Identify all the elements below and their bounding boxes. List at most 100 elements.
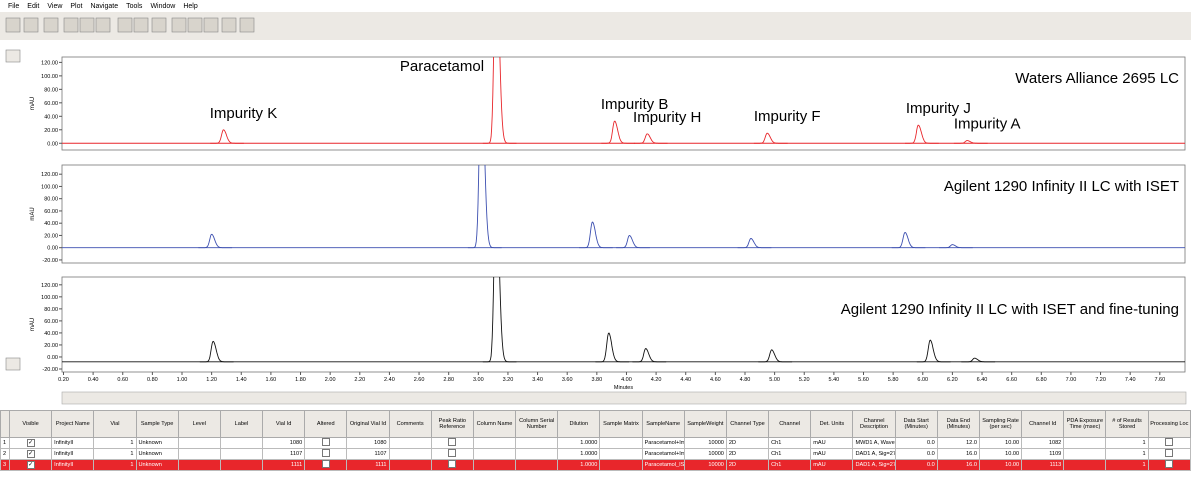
peak: [961, 357, 996, 363]
cell: 1080: [262, 437, 306, 449]
peak: [199, 340, 234, 363]
peak-label: Impurity H: [633, 109, 701, 126]
x-tick-label: 2.40: [384, 377, 395, 383]
tool-button[interactable]: [203, 17, 219, 33]
tool-button[interactable]: [117, 17, 133, 33]
x-tick-label: 5.80: [888, 377, 899, 383]
cell: [177, 448, 221, 460]
tool-button[interactable]: [5, 17, 21, 33]
peak-label: Paracetamol: [400, 58, 484, 75]
x-tick-label: 2.60: [414, 377, 425, 383]
cell: Paracetamol_ISET_FT2: [641, 459, 685, 471]
tool-button[interactable]: [171, 17, 187, 33]
cell: 1111: [262, 459, 306, 471]
panel-frame: [61, 164, 1186, 264]
menu-item[interactable]: File: [8, 2, 20, 10]
y-tick-label: -20.00: [42, 258, 58, 264]
tool-button[interactable]: [187, 17, 203, 33]
x-tick-label: 6.20: [947, 377, 958, 383]
x-tick-label: 0.40: [88, 377, 99, 383]
x-tick-label: 5.00: [769, 377, 780, 383]
checkbox[interactable]: [448, 449, 457, 457]
checkbox[interactable]: [448, 460, 457, 468]
tool-button[interactable]: [221, 17, 237, 33]
peak: [198, 233, 233, 249]
tool-button[interactable]: [43, 17, 59, 33]
x-tick-label: 6.60: [1006, 377, 1017, 383]
cell: [472, 448, 517, 460]
column-header: Altered: [304, 410, 348, 438]
y-tick-label: -20.00: [42, 367, 58, 373]
checkbox[interactable]: ✓: [26, 461, 35, 469]
checkbox-cell: [304, 459, 348, 471]
y-tick-label: 120.00: [41, 172, 58, 178]
menu-item[interactable]: Help: [183, 2, 198, 10]
y-tick-label: 40.00: [44, 221, 58, 227]
cell: 10.00: [978, 448, 1023, 460]
table-row[interactable]: 3 ✓ InfinityII 1 Unknown 1111 1111 1.0000 Parace…: [0, 459, 1191, 471]
peak: [753, 132, 788, 144]
tool-button[interactable]: [79, 17, 95, 33]
checkbox[interactable]: [1165, 460, 1174, 468]
cell: MWD1 A, Wavelength=270 nm: [852, 437, 896, 449]
column-header: # of Results Stored: [1105, 410, 1149, 438]
table-row[interactable]: 1 ✓ InfinityII 1 Unknown 1080 1080 1.0000 Parace…: [0, 437, 1191, 449]
row-header-icon: [0, 410, 10, 438]
checkbox[interactable]: ✓: [26, 439, 35, 447]
x-tick-label: 5.40: [829, 377, 840, 383]
cell: [515, 459, 559, 471]
cell: [472, 437, 517, 449]
checkbox-cell: [430, 437, 474, 449]
cell: [177, 437, 221, 449]
checkbox[interactable]: [321, 449, 330, 457]
x-tick-label: 3.00: [473, 377, 484, 383]
y-tick-label: 120.00: [41, 60, 58, 66]
menu-item[interactable]: Plot: [70, 2, 83, 10]
tool-button[interactable]: [23, 17, 39, 33]
scroll-up[interactable]: [5, 49, 21, 63]
checkbox[interactable]: [321, 438, 330, 446]
x-tick-label: 5.60: [858, 377, 869, 383]
x-tick-label: 0.80: [147, 377, 158, 383]
y-tick-label: 80.00: [44, 307, 58, 313]
scroll-down[interactable]: [5, 357, 21, 371]
column-header: SampleName: [641, 410, 685, 438]
tool-button[interactable]: [95, 17, 111, 33]
peak-label: Impurity B: [601, 96, 669, 113]
peak: [601, 120, 636, 144]
cell: [1063, 459, 1107, 471]
checkbox-cell: [1147, 448, 1191, 460]
column-header: SampleWeight: [683, 410, 727, 438]
tool-button[interactable]: [63, 17, 79, 33]
cell: 2D: [725, 448, 770, 460]
menu-item[interactable]: Navigate: [90, 2, 119, 10]
tool-button[interactable]: [133, 17, 149, 33]
tool-button[interactable]: [151, 17, 167, 33]
checkbox[interactable]: [1165, 438, 1174, 446]
menu-item[interactable]: View: [47, 2, 63, 10]
table-row[interactable]: 2 ✓ InfinityII 1 Unknown 1107 1107 1.0000 Parace…: [0, 448, 1191, 460]
cell: Paracetamol+Impurities 1:500: [641, 448, 685, 460]
menu-item[interactable]: Tools: [126, 2, 143, 10]
menu-item[interactable]: Window: [150, 2, 176, 10]
x-tick-label: 4.80: [740, 377, 751, 383]
checkbox[interactable]: [1165, 449, 1174, 457]
x-tick-label: 4.40: [680, 377, 691, 383]
checkbox[interactable]: ✓: [26, 450, 35, 458]
y-tick-label: 0.00: [47, 355, 58, 361]
y-axis-label: mAU: [30, 207, 36, 220]
cell: 10000: [683, 459, 727, 471]
menu-item[interactable]: Edit: [27, 2, 40, 10]
checkbox[interactable]: [448, 438, 457, 446]
cell: DAD1 A, Sig=270,4 Ref=off: [852, 448, 896, 460]
h-scrollbar[interactable]: [61, 391, 1187, 405]
cell: Ch1: [768, 437, 812, 449]
panel-title: Waters Alliance 2695 LC: [1015, 70, 1179, 87]
y-tick-label: 40.00: [44, 331, 58, 337]
x-tick-label: 4.60: [710, 377, 721, 383]
peak: [616, 235, 650, 249]
x-tick-label: 7.60: [1154, 377, 1165, 383]
checkbox[interactable]: [321, 460, 330, 468]
tool-button[interactable]: [239, 17, 255, 33]
x-tick-label: 3.20: [503, 377, 514, 383]
